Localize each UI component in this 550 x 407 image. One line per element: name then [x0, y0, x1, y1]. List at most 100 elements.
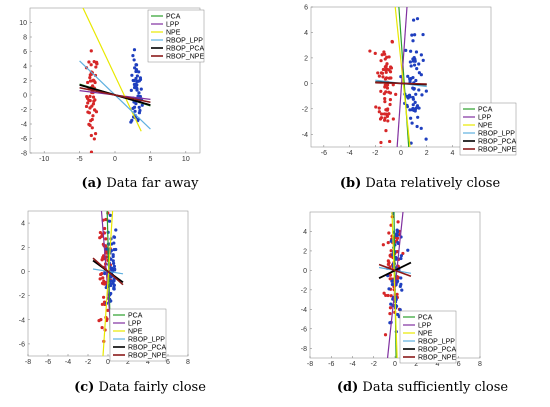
scatter-point — [383, 85, 387, 89]
scatter-point — [414, 106, 418, 110]
scatter-point — [388, 306, 393, 310]
scatter-point — [386, 241, 390, 245]
scatter-point — [388, 273, 393, 277]
scatter-point — [103, 282, 107, 286]
scatter-point — [114, 247, 118, 252]
scatter-point — [101, 255, 105, 260]
scatter-point — [88, 73, 92, 77]
scatter-point — [91, 114, 95, 118]
series-line-npe — [82, 8, 142, 132]
x-tick-label: 0 — [106, 359, 110, 366]
scatter-point — [111, 259, 115, 263]
scatter-point — [394, 92, 398, 96]
y-tick-label: -4 — [302, 132, 308, 139]
scatter-point — [112, 235, 117, 239]
scatter-point — [387, 112, 391, 116]
x-tick-label: 0 — [399, 150, 403, 157]
scatter-point — [93, 108, 97, 112]
scatter-point — [100, 325, 104, 330]
scatter-point — [381, 67, 385, 72]
scatter-point — [94, 60, 99, 65]
legend-label: LPP — [166, 21, 180, 28]
scatter-point — [90, 79, 94, 83]
scatter-point — [381, 243, 385, 247]
scatter-point — [424, 89, 428, 93]
legend-label: RBOP_PCA — [128, 344, 166, 351]
scatter-point — [419, 73, 423, 77]
scatter-point — [394, 207, 397, 210]
scatter-point — [379, 140, 383, 145]
legend-label: NPE — [166, 29, 181, 36]
scatter-point — [377, 74, 381, 78]
y-tick-label: -2 — [302, 106, 308, 113]
scatter-point — [112, 264, 116, 268]
y-tick-label: 6 — [23, 49, 27, 56]
scatter-point — [93, 132, 98, 136]
scatter-point — [89, 49, 93, 53]
panel-a: -10 -5 0 5 10 -8 -6 -4 -2 0 2 4 6 8 10 PCA LPP NPE RBOP_LP… — [0, 0, 275, 203]
y-tick-label: -4 — [21, 122, 27, 129]
series-line-rbop_npe — [375, 81, 427, 85]
scatter-point — [388, 98, 393, 102]
scatter-point — [390, 282, 394, 287]
scatter-point — [411, 97, 415, 101]
x-tick-label: 2 — [126, 359, 130, 366]
scatter-point — [404, 48, 408, 52]
scatter-point — [383, 52, 387, 56]
scatter-point — [398, 308, 402, 312]
scatter-point — [129, 88, 133, 92]
scatter-point — [385, 86, 390, 90]
scatter-point — [389, 302, 393, 306]
scatter-point — [396, 275, 400, 280]
scatter-point — [414, 78, 418, 83]
scatter-point — [392, 371, 395, 374]
scatter-point — [111, 261, 116, 265]
scatter-point — [104, 217, 108, 222]
x-tick-label: 10 — [182, 156, 190, 163]
scatter-point — [92, 60, 96, 64]
scatter-point — [396, 312, 400, 317]
scatter-point — [421, 58, 425, 62]
scatter-point — [137, 79, 141, 83]
scatter-point — [140, 103, 144, 107]
scatter-point — [411, 39, 415, 43]
legend-label: RBOP_PCA — [418, 346, 456, 353]
x-tick-label: -2 — [372, 150, 378, 157]
scatter-point — [85, 96, 90, 100]
scatter-point — [137, 105, 141, 109]
scatter-point — [380, 53, 384, 57]
scatter-point — [387, 76, 391, 80]
scatter-point — [380, 71, 385, 75]
panel-b: -6-4-20246-4-20246PCALPPNPERBOP_LPPRBOP_… — [275, 0, 550, 203]
x-tick-label: -2 — [85, 359, 91, 366]
caption-d: (d) Data sufficiently close — [336, 380, 509, 395]
scatter-point — [131, 106, 135, 110]
y-tick-label: 4 — [23, 64, 27, 71]
scatter-point — [93, 80, 97, 85]
y-tick-label: 4 — [303, 229, 307, 236]
scatter-point — [108, 213, 112, 217]
scatter-point — [89, 63, 93, 67]
scatter-point — [132, 78, 136, 83]
y-tick-label: 2 — [21, 245, 25, 252]
scatter-point — [111, 253, 115, 257]
series-line-lpp — [386, 212, 404, 358]
x-tick-label: 8 — [478, 361, 482, 368]
scatter-point — [102, 295, 106, 299]
scatter-point — [419, 126, 423, 130]
scatter-point — [385, 83, 390, 87]
scatter-point — [399, 254, 403, 258]
caption-b: (b) Data relatively close — [339, 176, 501, 191]
scatter-point — [86, 101, 90, 105]
y-tick-label: 2 — [304, 55, 308, 62]
y-tick-label: 8 — [23, 35, 27, 42]
scatter-point — [379, 59, 383, 63]
legend-box — [459, 102, 517, 156]
scatter-point — [391, 117, 395, 121]
x-tick-label: -4 — [346, 150, 352, 157]
scatter-point — [138, 76, 142, 80]
scatter-point — [416, 115, 420, 119]
scatter-point — [92, 137, 96, 141]
scatter-point — [415, 17, 420, 21]
